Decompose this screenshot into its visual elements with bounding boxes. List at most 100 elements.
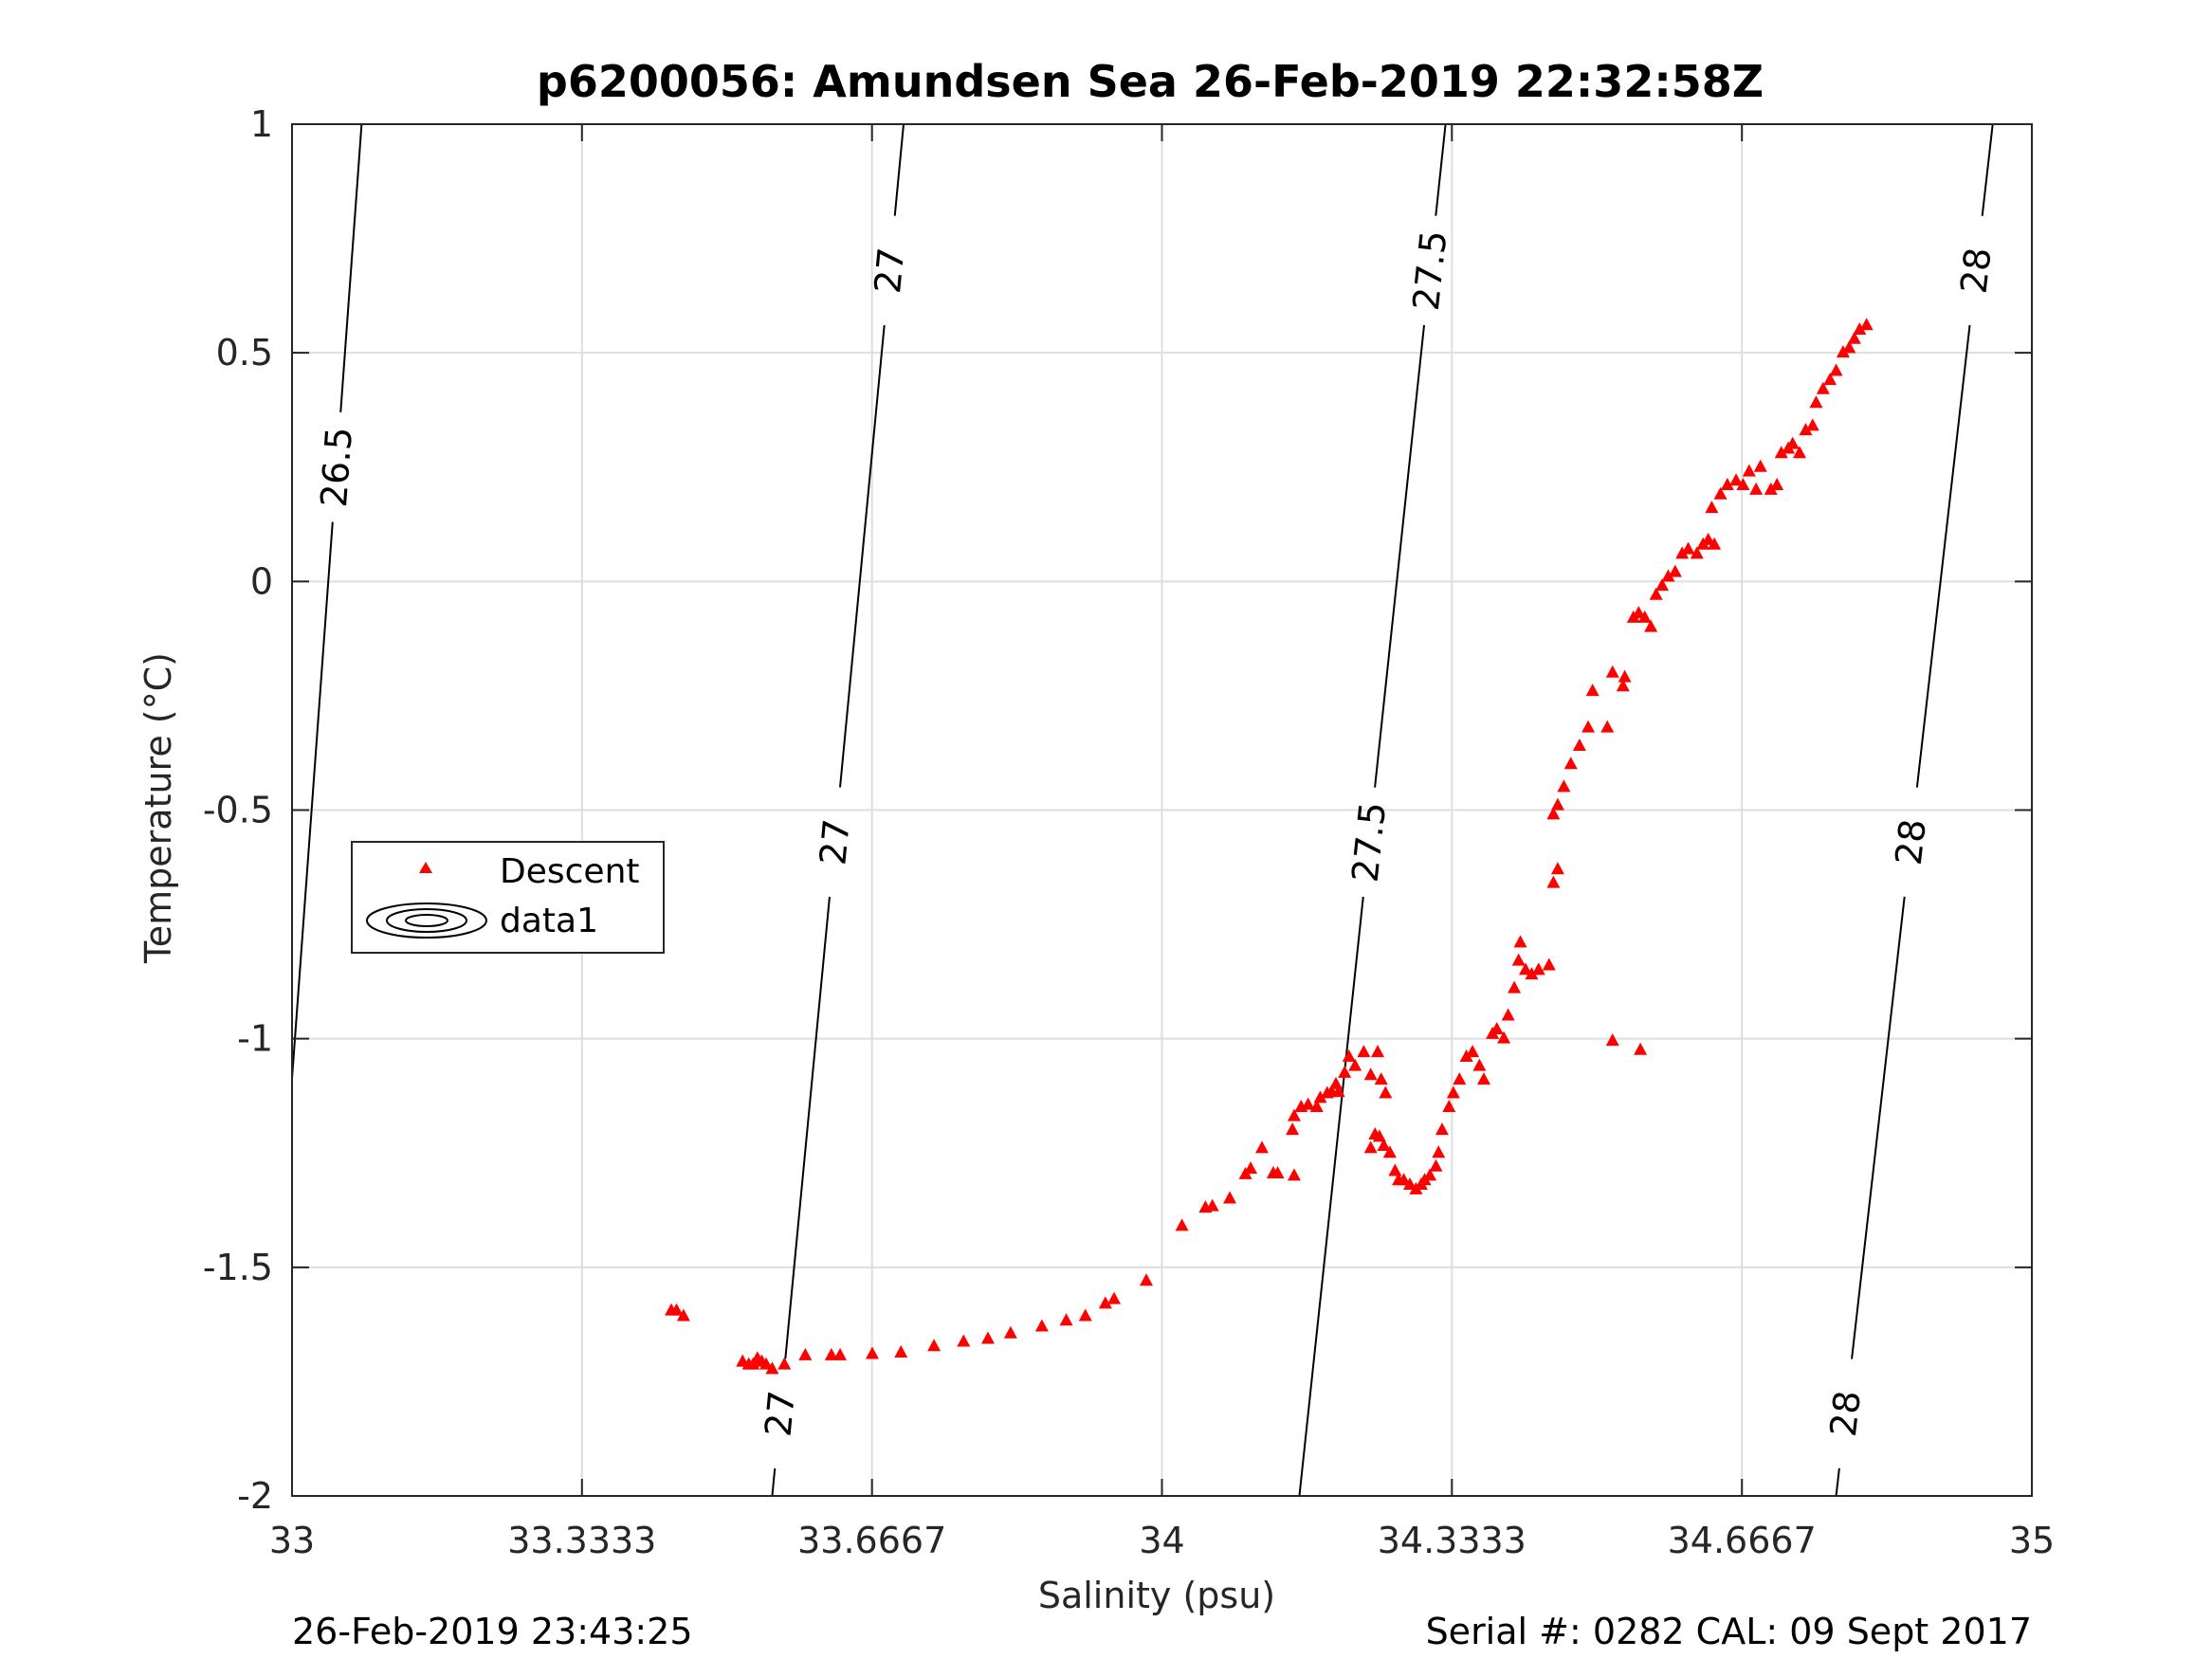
grid-lines [292,124,2032,1496]
descent-point [1531,962,1545,975]
x-tick-label: 34.6667 [1668,1520,1817,1561]
contour-label: 27 [758,1389,803,1438]
x-tick-label: 34.3333 [1378,1520,1526,1561]
descent-point [1377,1139,1391,1152]
descent-point [1363,1067,1378,1081]
contour-segment [1374,324,1426,788]
descent-point [1423,1168,1437,1181]
y-axis-label: Temperature (°C) [137,652,179,964]
contour-label: 27 [812,817,857,866]
descent-point [1853,322,1867,336]
descent-point [1286,1122,1300,1136]
descent-point [1402,1177,1417,1191]
contour-segment [1981,123,1994,216]
descent-point [1342,1048,1356,1062]
descent-point [1287,1108,1301,1121]
footer-timestamp: 26-Feb-2019 23:43:25 [292,1611,693,1652]
contour-27: 27 27 27 [758,123,912,1497]
descent-point [1764,482,1778,495]
descent-point [1446,1085,1460,1099]
descent-point [1255,1140,1270,1154]
contour-27.5: 27.5 27.5 [1298,123,1455,1497]
y-tick-label: -1.5 [203,1247,273,1288]
descent-point [1563,757,1578,770]
descent-point [1720,478,1734,491]
descent-point [1668,564,1682,577]
descent-point [1774,446,1788,459]
contour-label: 28 [1822,1389,1869,1439]
axes-box [291,123,2033,1497]
descent-point [1749,482,1764,495]
descent-point [1585,684,1600,697]
contour-segment [784,896,831,1359]
descent-point [765,1361,779,1375]
x-tick-label: 33.6667 [797,1520,946,1561]
descent-point [981,1331,995,1344]
descent-point [1513,935,1527,948]
descent-point [1823,373,1837,386]
descent-point [1331,1085,1345,1098]
x-axis-label: Salinity (psu) [1038,1575,1275,1616]
descent-point [1508,980,1522,994]
descent-point [1805,418,1819,431]
contour-26.5: 26.5 [291,123,363,1079]
contour-segment [1298,896,1364,1497]
contour-label: 27.5 [1344,800,1395,884]
descent-point [1785,436,1800,449]
descent-point [1003,1325,1017,1339]
descent-point [1572,738,1586,751]
descent-point [1701,532,1715,545]
descent-point [1371,1045,1385,1058]
descent-point [1550,797,1564,811]
descent-point [1729,473,1744,486]
x-tick-labels: 33 33.3333 33.6667 34 34.3333 34.6667 35 [269,1520,2055,1561]
descent-point [669,1303,684,1316]
descent-point [777,1357,792,1370]
descent-point [1557,779,1571,793]
descent-point [1708,537,1722,550]
descent-point [1397,1173,1411,1186]
density-contours: 26.5 27 27 27 27.5 27.5 28 28 28 [291,123,2000,1497]
descent-point [1501,1008,1515,1021]
descent-point [1059,1313,1073,1326]
descent-point [1338,1065,1352,1078]
descent-point [1753,459,1767,472]
descent-point [957,1334,971,1347]
x-tick-label: 35 [2009,1520,2055,1561]
descent-point [1453,1072,1467,1085]
descent-point [1223,1191,1237,1204]
descent-point [1736,478,1750,491]
chart-title: p6200056: Amundsen Sea 26-Feb-2019 22:32… [537,56,1764,107]
x-tick-label: 33 [269,1520,315,1561]
descent-point [1287,1168,1301,1181]
legend-descent-label: Descent [500,852,640,891]
descent-point [1770,478,1784,491]
descent-point [1542,957,1556,971]
descent-point [1429,1158,1443,1172]
y-tick-label: -1 [237,1018,273,1060]
descent-point [1374,1072,1388,1085]
y-tick-label: 1 [250,103,273,145]
descent-point [759,1357,774,1370]
contour-label: 27 [867,246,912,295]
descent-point [1205,1198,1219,1212]
contour-segment [1435,123,1447,216]
descent-point [676,1308,690,1322]
descent-point [1388,1163,1402,1176]
descent-point [1497,1030,1511,1044]
descent-point [1605,665,1619,678]
descent-point [1634,1042,1648,1055]
descent-point [1632,606,1646,619]
descent-point [1435,1122,1449,1136]
descent-point [1490,1022,1504,1035]
descent-point [1107,1291,1122,1304]
descent-point [1466,1045,1480,1058]
y-tick-label: -2 [237,1475,273,1517]
descent-point [1713,486,1728,500]
y-tick-label: 0.5 [216,332,273,374]
descent-point [1705,501,1719,514]
descent-point [1600,720,1615,733]
descent-point [1271,1165,1285,1178]
descent-point [1847,331,1861,344]
descent-point [1357,1045,1371,1058]
